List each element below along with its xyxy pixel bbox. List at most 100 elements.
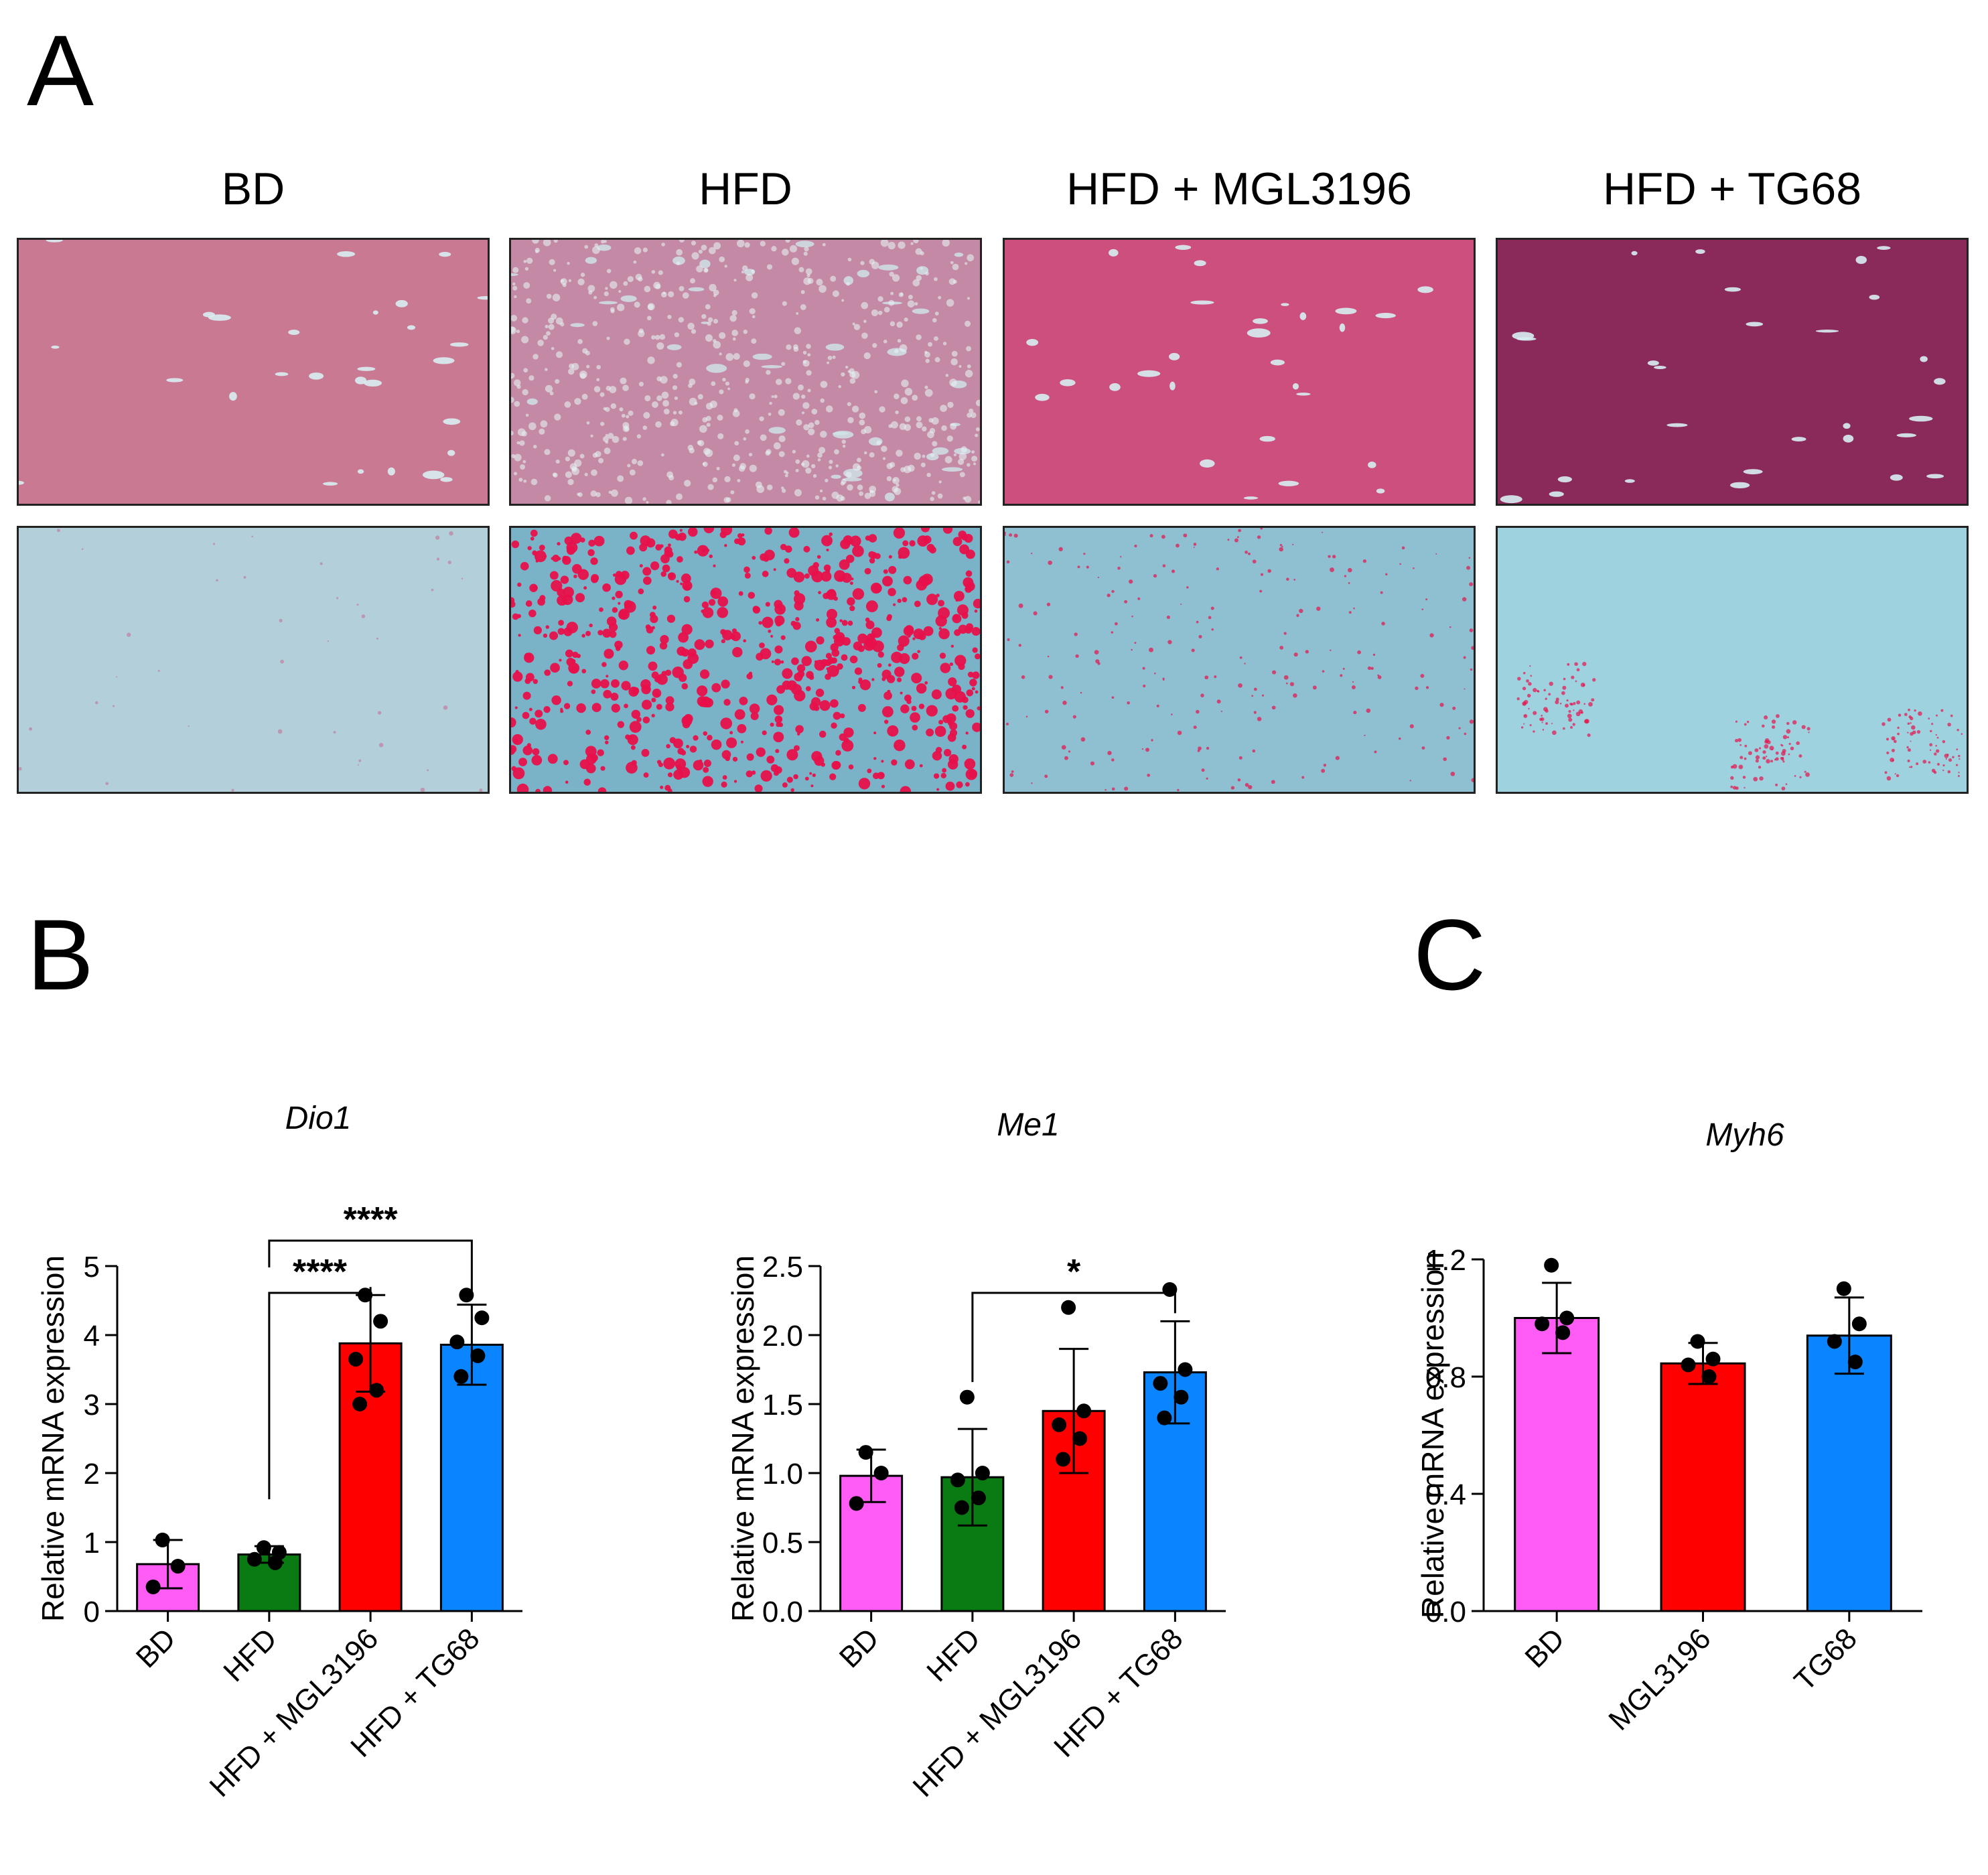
data-point: [1559, 1310, 1575, 1326]
y-tick-label: 5: [84, 1251, 100, 1283]
data-point: [1153, 1376, 1168, 1391]
significance-bracket: [268, 1239, 473, 1297]
data-point: [1052, 1417, 1067, 1432]
data-point: [449, 1334, 465, 1350]
data-point: [348, 1352, 364, 1367]
data-point: [1705, 1351, 1721, 1367]
data-point: [954, 1500, 969, 1515]
chart-dio1: Dio1 0 1 2 3 4 5 Relative mRNA expression BD HFDH…: [36, 1101, 522, 1803]
data-point: [256, 1540, 271, 1555]
y-tick-label: 3: [84, 1389, 100, 1421]
y-tick-label: 0: [84, 1596, 100, 1628]
y-tick-label: 4: [84, 1320, 100, 1352]
y-tick-label: 1.5: [762, 1389, 803, 1421]
y-tick-label: 0.5: [762, 1527, 803, 1559]
data-point: [246, 1551, 262, 1567]
data-point: [453, 1369, 469, 1384]
data-point: [1555, 1325, 1571, 1340]
data-point: [1178, 1362, 1193, 1377]
y-tick-label: 2.5: [762, 1251, 803, 1283]
x-tick-label: TG68: [1788, 1622, 1863, 1697]
data-point: [1701, 1369, 1717, 1384]
data-point: [145, 1579, 161, 1594]
data-point: [975, 1466, 990, 1480]
data-point: [959, 1389, 975, 1405]
data-point: [858, 1445, 873, 1460]
data-point: [267, 1555, 283, 1570]
y-axis-label: Relative mRNA expression: [725, 1255, 760, 1622]
significance-label: *: [1067, 1253, 1081, 1292]
y-tick-label: 2.0: [762, 1320, 803, 1352]
data-point: [470, 1348, 486, 1363]
column-title-hfd: HFD: [699, 163, 792, 214]
column-title-bd: BD: [221, 163, 285, 214]
data-point: [1851, 1316, 1867, 1332]
data-point: [170, 1559, 186, 1574]
significance-label: ****: [293, 1253, 348, 1292]
data-point: [971, 1490, 986, 1506]
y-tick-label: 1.2: [1425, 1244, 1466, 1277]
data-point: [369, 1383, 384, 1398]
data-point: [459, 1288, 474, 1303]
chart-title: Myh6: [1705, 1117, 1784, 1153]
panel-letter-b: B: [27, 898, 94, 1011]
data-point: [1535, 1316, 1550, 1332]
x-tick-label: BD: [1518, 1622, 1571, 1674]
bar-bd: [1514, 1317, 1600, 1612]
data-point: [1157, 1410, 1172, 1426]
data-point: [373, 1314, 388, 1329]
histology-image-1-2: [17, 526, 490, 794]
data-point: [1836, 1281, 1851, 1296]
panel-letter-c: C: [1413, 898, 1486, 1011]
histology-image-4-2: [1496, 526, 1969, 794]
data-point: [474, 1310, 490, 1326]
panel-letter-a: A: [27, 14, 94, 127]
data-point: [1544, 1257, 1559, 1273]
y-axis-label: Relative mRNA expression: [36, 1255, 70, 1622]
data-point: [1076, 1403, 1092, 1419]
data-point: [1847, 1355, 1863, 1370]
y-axis-label: Relative mRNA expression: [1415, 1252, 1450, 1618]
bar-mgl3196: [1660, 1362, 1746, 1612]
data-point: [1061, 1300, 1076, 1315]
y-tick-label: 1.0: [762, 1458, 803, 1490]
y-tick-label: 1: [84, 1527, 100, 1559]
x-tick-label: BD: [130, 1622, 182, 1674]
data-point: [352, 1397, 368, 1411]
histology-image-3-2: [1003, 526, 1476, 794]
data-point: [950, 1472, 965, 1488]
x-tick-label: HFD + MGL3196: [907, 1622, 1088, 1803]
column-title-hfd-tg68: HFD + TG68: [1602, 163, 1862, 214]
x-tick-label: MGL3196: [1602, 1622, 1717, 1736]
histology-image-1-1: [17, 238, 490, 506]
data-point: [873, 1466, 889, 1480]
histology-image-2-1: [509, 238, 982, 506]
histology-image-2-2: [509, 526, 982, 794]
x-tick-label: HFD: [217, 1622, 283, 1688]
column-title-hfd-mgl3196: HFD + MGL3196: [1066, 163, 1412, 214]
data-point: [1690, 1334, 1705, 1349]
data-point: [1174, 1389, 1189, 1405]
data-point: [358, 1288, 373, 1303]
data-point: [1056, 1452, 1071, 1467]
significance-label: ****: [344, 1200, 399, 1239]
histology-image-3-1: [1003, 238, 1476, 506]
data-point: [155, 1532, 170, 1547]
chart-title: Dio1: [285, 1101, 352, 1136]
data-point: [849, 1496, 864, 1511]
y-tick-label: 2: [84, 1458, 100, 1490]
histology-image-4-1: [1496, 238, 1969, 506]
significance-bracket: [971, 1292, 1176, 1383]
x-tick-label: HFD: [920, 1622, 987, 1688]
data-point: [1681, 1357, 1696, 1373]
x-tick-label: HFD + MGL3196: [204, 1622, 385, 1803]
chart-title: Me1: [997, 1107, 1059, 1143]
y-tick-label: 0.0: [762, 1596, 803, 1628]
data-point: [1827, 1334, 1842, 1349]
y-tick-label: 0.0: [1425, 1596, 1466, 1628]
y-tick-label: 0.4: [1425, 1478, 1466, 1511]
bar-tg68: [1806, 1334, 1892, 1612]
y-tick-label: 0.8: [1425, 1361, 1466, 1394]
